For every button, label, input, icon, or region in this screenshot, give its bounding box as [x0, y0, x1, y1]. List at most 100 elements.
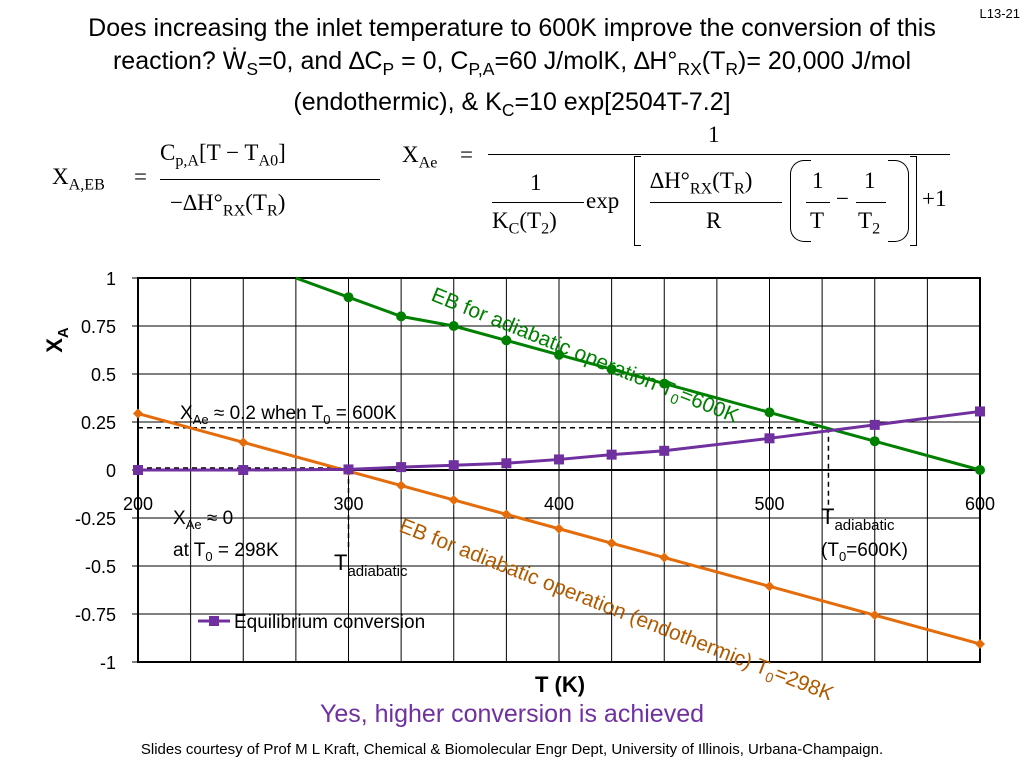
- eb-equals: =: [134, 164, 147, 189]
- data-point-square: [554, 454, 564, 465]
- eb-denominator: −∆H°RX(TR): [170, 190, 286, 220]
- data-point-square: [869, 419, 880, 430]
- title-line-1: Does increasing the inlet temperature to…: [88, 14, 936, 42]
- green-series-label: EB for adiabatic operation T0=600K: [427, 283, 742, 430]
- data-point-circle: [501, 335, 512, 346]
- data-point-circle: [975, 465, 985, 475]
- chart-guide-lines: [138, 427, 830, 550]
- xae-fraction-bar: [488, 154, 950, 155]
- xae-equals: =: [460, 142, 473, 167]
- xae-f2-bar: [856, 202, 886, 203]
- y-tick-label: 0: [106, 461, 116, 481]
- chart-series: [133, 276, 985, 649]
- t-adiabatic-600-sublabel: (T0=600K): [821, 540, 908, 564]
- data-point-circle: [554, 349, 564, 360]
- data-point-circle: [659, 378, 670, 389]
- data-point-diamond: [606, 538, 617, 549]
- orange-series-label: EB for adiabatic operation (endothermic)…: [395, 514, 837, 700]
- data-point-square: [975, 406, 985, 417]
- xae-minus: −: [836, 186, 849, 211]
- xae-equation: XAe = 1 1 KC(T2) exp ∆H°RX(TR) R 1 T − 1…: [400, 120, 960, 250]
- xae-bracket-right: [910, 156, 917, 246]
- data-point-diamond: [869, 610, 880, 621]
- chart-tick-labels: 1 0.75 0.5 0.25 0 -0.25 -0.5 -0.75 -1 200 300 400 50…: [75, 269, 995, 673]
- y-tick-label: -0.25: [75, 509, 116, 529]
- y-axis-label: XA: [42, 327, 72, 353]
- xae-298-annotation: XAe ≈ 0: [173, 508, 233, 532]
- legend-label: Equilibrium conversion: [234, 612, 425, 633]
- data-point-square: [448, 460, 459, 471]
- x-tick-label: 200: [123, 494, 153, 514]
- eb-fraction-bar: [160, 179, 380, 180]
- xae-kc: KC(T2): [492, 208, 557, 238]
- xae-dh-bar: [650, 202, 782, 203]
- x-tick-label: 300: [333, 494, 363, 514]
- data-point-circle: [396, 311, 407, 322]
- data-point-square: [396, 462, 407, 473]
- xae-dh: ∆H°RX(TR): [650, 168, 753, 198]
- eb-equation: XA,EB = Cp,A[T − TA0] −∆H°RX(TR): [52, 140, 380, 230]
- y-tick-label: 0.25: [81, 413, 116, 433]
- footer-credit: Slides courtesy of Prof M L Kraft, Chemi…: [140, 741, 884, 758]
- xae-f1-num: 1: [812, 168, 824, 193]
- y-tick-label: 0.75: [81, 317, 116, 337]
- y-tick-label: 0.5: [91, 365, 116, 385]
- data-point-diamond: [554, 523, 564, 534]
- data-point-circle: [869, 436, 880, 447]
- conclusion-text: Yes, higher conversion is achieved: [319, 700, 705, 728]
- data-point-diamond: [448, 494, 459, 505]
- data-point-diamond: [659, 552, 670, 563]
- x-tick-label: 600: [965, 494, 995, 514]
- xae-bracket-left: [634, 156, 641, 246]
- xae-r: R: [706, 208, 722, 233]
- conversion-chart: 1 0.75 0.5 0.25 0 -0.25 -0.5 -0.75 -1 200 300 400 50…: [42, 269, 995, 700]
- data-point-square: [238, 465, 249, 475]
- t-adiabatic-600-label: Tadiabatic: [821, 504, 895, 534]
- xae-kc-one: 1: [530, 170, 542, 195]
- legend-marker: [209, 616, 219, 626]
- y-tick-label: -0.75: [75, 605, 116, 625]
- data-point-square: [133, 465, 143, 475]
- data-point-circle: [764, 407, 775, 418]
- data-point-square: [764, 433, 775, 444]
- slide-title: Does increasing the inlet temperature to…: [0, 12, 1024, 127]
- eb-lhs: XA,EB: [52, 164, 105, 194]
- series-line-2: [137, 412, 981, 646]
- data-point-square: [343, 464, 354, 475]
- data-point-diamond: [975, 638, 985, 649]
- data-point-diamond: [396, 480, 407, 491]
- data-point-square: [606, 449, 617, 460]
- xae-numerator: 1: [708, 122, 720, 147]
- xae-600-annotation: XAe ≈ 0.2 when T0 = 600K: [180, 403, 397, 427]
- x-tick-label: 400: [544, 494, 574, 514]
- xae-exp: exp: [586, 188, 620, 213]
- xae-plus-one: +1: [922, 186, 947, 211]
- data-point-diamond: [764, 581, 775, 592]
- data-point-circle: [606, 364, 617, 375]
- xae-f2-den: T2: [858, 208, 881, 238]
- xae-paren-right: [888, 160, 909, 242]
- xae-298-annotation-line2: at T0 = 298K: [173, 540, 279, 564]
- y-tick-label: -1: [100, 653, 116, 673]
- data-point-circle: [448, 321, 459, 331]
- xae-f1-bar: [806, 202, 830, 203]
- xae-f2-num: 1: [864, 168, 876, 193]
- xae-paren-left: [790, 160, 811, 242]
- title-line-2: reaction? ẆS=0, and ∆CP = 0, CP,A=60 J/m…: [112, 47, 912, 79]
- data-point-circle: [343, 292, 354, 303]
- data-point-diamond: [133, 408, 143, 419]
- y-tick-label: -0.5: [85, 557, 116, 577]
- y-tick-label: 1: [106, 269, 116, 289]
- x-axis-label: T (K): [535, 672, 585, 697]
- xae-lhs: XAe: [402, 142, 438, 172]
- data-point-square: [501, 458, 512, 469]
- t-adiabatic-298-label: Tadiabatic: [334, 550, 408, 580]
- xae-f1-den: T: [810, 208, 825, 233]
- legend: Equilibrium conversion: [198, 612, 425, 633]
- title-line-3: (endothermic), & KC=10 exp[2504T-7.2]: [293, 88, 731, 120]
- eb-numerator: Cp,A[T − TA0]: [160, 140, 286, 170]
- series-line-3: [138, 409, 981, 472]
- data-point-diamond: [238, 437, 249, 448]
- xae-kc-bar: [492, 202, 584, 203]
- x-tick-label: 500: [754, 494, 784, 514]
